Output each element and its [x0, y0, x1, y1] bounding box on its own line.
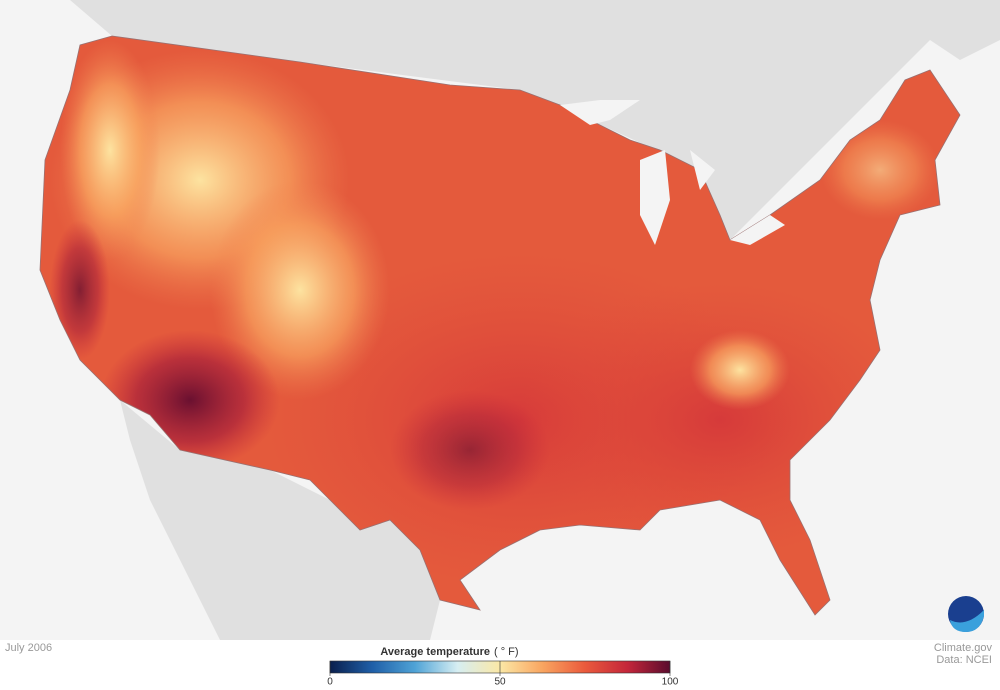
date-label: July 2006 — [5, 642, 52, 654]
colorbar-tick-label: 50 — [494, 677, 506, 688]
colorbar-tick-label: 0 — [327, 677, 333, 688]
mexico-land — [120, 400, 440, 640]
colorbar-tick-label: 100 — [662, 677, 679, 688]
canada-land — [60, 0, 1000, 240]
credit-source: Climate.gov — [934, 642, 993, 654]
noaa-logo-wave — [950, 610, 984, 632]
great-lakes — [560, 100, 785, 245]
legend-unit: ( ° F) — [494, 646, 519, 658]
credit-data: Data: NCEI — [936, 654, 992, 666]
legend-title: Average temperature — [380, 646, 490, 658]
